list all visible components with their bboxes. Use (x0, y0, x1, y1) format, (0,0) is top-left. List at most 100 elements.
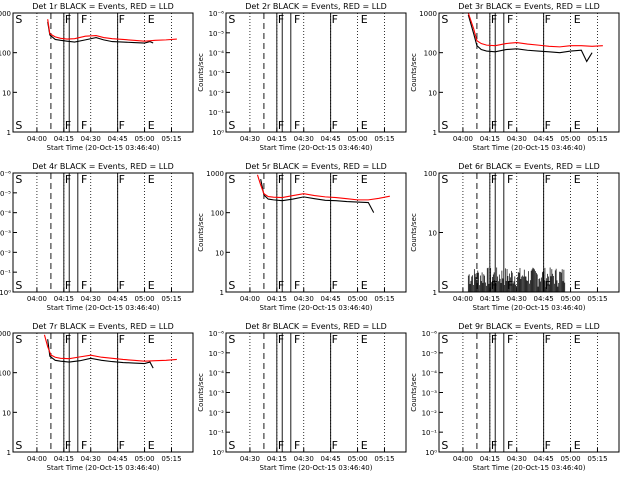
phase-marker-f: F (545, 439, 551, 452)
y-tick-label: 1000 (419, 10, 437, 18)
x-axis-label: Start Time (20-Oct-15 03:46:40) (47, 304, 160, 312)
x-axis-label: Start Time (20-Oct-15 03:46:40) (47, 464, 160, 472)
panel-det-3: Det 3r BLACK = Events, RED = LLD 1 10 100 10… (410, 2, 620, 152)
plot-frame (225, 12, 407, 133)
phase-marker-top-f: F (81, 13, 87, 26)
x-tick-label: 04:15 (54, 295, 74, 303)
phase-marker-top-e: E (574, 333, 581, 346)
panel-title: Det 3r BLACK = Events, RED = LLD (458, 2, 600, 11)
x-tick-label: 05:00 (134, 295, 154, 303)
x-tick-label: 04:00 (453, 135, 473, 143)
plot-frame (225, 332, 407, 453)
x-tick-label: 04:00 (240, 295, 260, 303)
x-tick-label: 04:00 (27, 295, 47, 303)
phase-marker-f: F (332, 439, 338, 452)
phase-marker-top-f: F (332, 13, 338, 26)
y-axis-label: Counts/sec (197, 373, 205, 412)
phase-marker-s: S (15, 439, 22, 452)
y-tick-label: 10⁻² (0, 249, 11, 257)
phase-marker-top-f: F (81, 333, 87, 346)
plot-frame (438, 172, 620, 293)
y-tick-label: 10 (428, 89, 437, 97)
phase-marker-f: F (294, 439, 300, 452)
x-tick-label: 04:30 (240, 135, 260, 143)
y-tick-label: 10⁻⁵ (209, 350, 225, 358)
y-tick-label: 10 (428, 230, 437, 238)
y-tick-label: 1 (7, 449, 11, 457)
x-tick-label: 05:15 (374, 135, 394, 143)
x-tick-label: 05:00 (134, 455, 154, 463)
phase-marker-top-f: F (81, 173, 87, 186)
phase-marker-top-f: F (545, 13, 551, 26)
y-tick-label: 10⁻⁶ (0, 170, 11, 178)
y-tick-label: 100 (424, 170, 437, 178)
phase-marker-top-f: F (65, 333, 71, 346)
x-tick-label: 04:30 (507, 455, 527, 463)
y-tick-label: 10⁻² (422, 409, 438, 417)
phase-marker-f: F (65, 439, 71, 452)
phase-marker-top-e: E (574, 173, 581, 186)
panel-det-2: Det 2r BLACK = Events, RED = LLD 10⁰ 10⁻¹ 1… (197, 2, 407, 152)
phase-marker-top-s: S (15, 173, 22, 186)
phase-marker-f: F (491, 439, 497, 452)
x-tick-label: 04:15 (54, 455, 74, 463)
x-tick-label: 05:00 (347, 295, 367, 303)
phase-marker-top-f: F (119, 13, 125, 26)
x-tick-label: 04:00 (27, 135, 47, 143)
x-tick-label: 04:45 (534, 135, 554, 143)
x-tick-label: 05:00 (347, 135, 367, 143)
phase-marker-f: F (81, 439, 87, 452)
y-tick-label: 10 (215, 249, 224, 257)
phase-marker-f: F (545, 119, 551, 132)
y-tick-label: 1 (220, 289, 224, 297)
phase-marker-top-e: E (361, 173, 368, 186)
phase-marker-top-f: F (507, 173, 513, 186)
events-series-line (467, 14, 593, 63)
x-tick-label: 04:15 (480, 455, 500, 463)
lld-series-line (43, 334, 177, 362)
phase-marker-s: S (441, 279, 448, 292)
panel-title: Det 1r BLACK = Events, RED = LLD (32, 2, 174, 11)
x-tick-label: 04:45 (321, 135, 341, 143)
y-tick-label: 10⁻⁵ (209, 30, 225, 38)
y-axis-label: Counts/sec (197, 213, 205, 252)
x-tick-label: 05:00 (560, 135, 580, 143)
phase-marker-f: F (294, 279, 300, 292)
phase-marker-f: F (332, 119, 338, 132)
panel-title: Det 8r BLACK = Events, RED = LLD (245, 322, 387, 331)
phase-marker-f: F (491, 279, 497, 292)
x-axis-label: Start Time (20-Oct-15 03:46:40) (473, 144, 586, 152)
phase-marker-top-f: F (119, 333, 125, 346)
x-tick-label: 05:15 (161, 455, 181, 463)
y-tick-label: 1 (7, 129, 11, 137)
phase-marker-s: S (441, 439, 448, 452)
events-series-line (260, 179, 375, 213)
phase-marker-s: S (228, 279, 235, 292)
x-tick-label: 04:30 (507, 135, 527, 143)
phase-marker-f: F (507, 119, 513, 132)
phase-marker-e: E (574, 279, 581, 292)
phase-marker-e: E (361, 439, 368, 452)
phase-marker-top-e: E (148, 333, 155, 346)
x-tick-label: 05:00 (134, 135, 154, 143)
phase-marker-top-s: S (228, 173, 235, 186)
phase-marker-f: F (507, 439, 513, 452)
x-tick-label: 05:00 (347, 455, 367, 463)
x-tick-label: 04:30 (81, 135, 101, 143)
x-tick-label: 04:15 (267, 455, 287, 463)
y-tick-label: 10⁻⁵ (422, 350, 438, 358)
phase-marker-top-f: F (491, 13, 497, 26)
phase-marker-top-s: S (15, 13, 22, 26)
phase-marker-s: S (228, 119, 235, 132)
y-tick-label: 10 (2, 409, 11, 417)
x-axis-label: Start Time (20-Oct-15 03:46:40) (260, 304, 373, 312)
phase-marker-s: S (15, 279, 22, 292)
y-axis-label: Counts/sec (197, 53, 205, 92)
y-tick-label: 10⁻³ (209, 390, 225, 398)
lld-series-line (256, 174, 390, 201)
x-tick-label: 04:15 (267, 295, 287, 303)
phase-marker-f: F (278, 279, 284, 292)
x-tick-label: 05:00 (560, 455, 580, 463)
y-tick-label: 10⁰ (212, 449, 224, 457)
